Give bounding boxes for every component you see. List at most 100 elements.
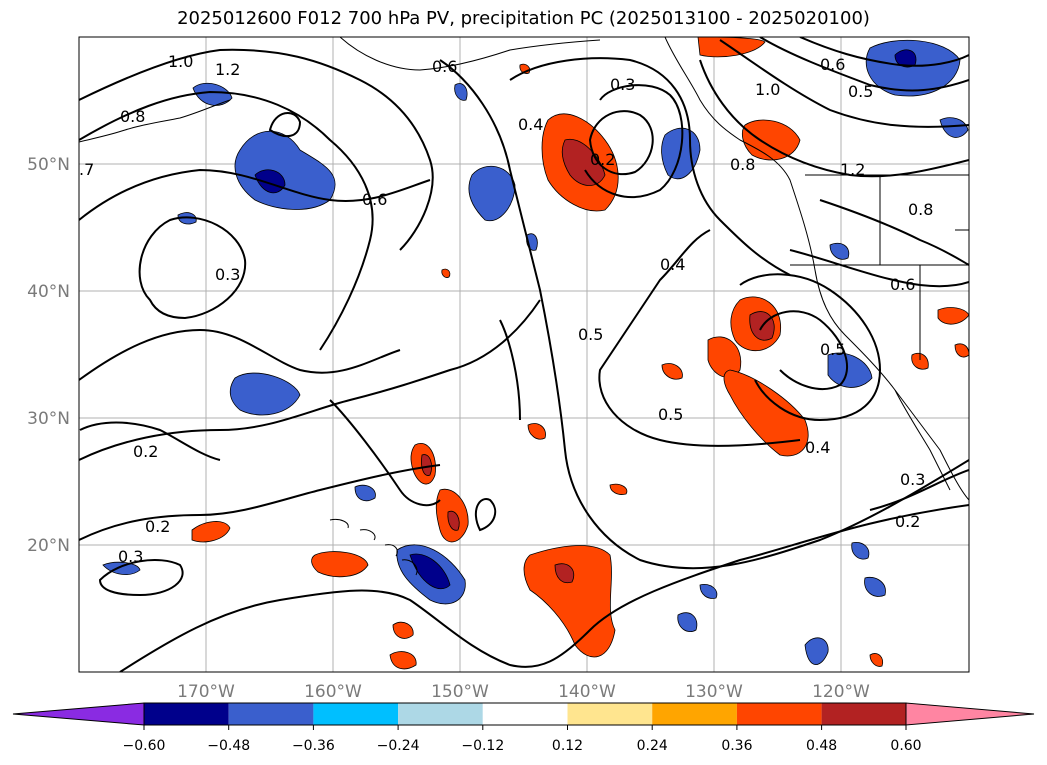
pv-contour [759,37,969,92]
lat-tick-label: 20°N [27,536,70,556]
colorbar: −0.60 −0.48 −0.36 −0.24 −0.12 0.12 0.24 … [12,702,1035,754]
contour-label: 0.2 [590,150,615,169]
precip-blob [699,583,718,599]
precip-blob [311,551,369,578]
pv-contour [588,110,654,176]
contour-label: 1.0 [168,52,193,71]
pv-contour [739,273,882,422]
precip-blob [661,363,683,380]
pv-contour [79,328,401,381]
contour-label: 0.2 [895,512,920,531]
coastline-baja [894,389,951,491]
colorbar-tick-label: −0.48 [207,738,250,754]
pv-contour [819,199,969,266]
colorbar-segment [736,703,822,725]
contour-label: 0.2 [145,517,170,536]
colorbar-segment [652,703,737,725]
pv-contour [138,216,247,320]
colorbar-extend-max [905,702,1035,726]
pv-contour [869,469,969,511]
state-borders [790,175,969,360]
contour-label: 0.4 [660,255,685,274]
precip-blob [409,553,451,590]
contour-label: 0.5 [848,82,873,101]
pv-contour [98,559,184,597]
precip-blob [939,117,969,138]
coastline-alaska [339,37,601,71]
colorbar-tick-label: 0.60 [890,738,921,754]
precip-blob [723,369,809,457]
map-frame [78,36,970,673]
contour-label: 0.5 [658,405,683,424]
colorbar-tick-label: 0.24 [637,738,668,754]
contour-label: 0.4 [518,115,543,134]
precip-blob [421,454,432,476]
pv-contour [719,39,969,128]
pv-contour [268,112,302,138]
colorbar-tick-label: 0.12 [552,738,583,754]
lon-tick-label: 120°W [812,682,870,702]
contour-label: 0.5 [820,340,845,359]
contour-label: 0.3 [610,75,635,94]
pv-contour [499,319,521,421]
contour-label: .7 [79,160,94,179]
contour-label: 0.8 [120,107,145,126]
precip-blob [389,651,417,670]
colorbar-segment [144,703,229,725]
pv-contour [79,90,374,351]
contour-label: 0.6 [820,55,845,74]
pv-contours [79,37,969,672]
contour-label: 0.2 [133,442,158,461]
pv-contour [584,84,684,199]
precip-blob [804,637,829,666]
lon-tick-label: 170°W [177,682,235,702]
precip-positive-areas [191,37,969,670]
lat-tick-labels: 50°N 40°N 30°N 20°N [27,155,70,556]
precip-blob [609,483,628,495]
precip-blob [561,138,606,186]
colorbar-segment [313,703,399,725]
precip-blob [447,510,460,531]
colorbar-segment [821,703,906,725]
contour-label: 0.8 [908,200,933,219]
pv-contour [119,504,969,672]
contour-label: 1.2 [215,60,240,79]
pv-contour [789,249,969,288]
pv-contour [598,229,801,447]
precip-blob [911,352,929,370]
contour-label: 0.3 [118,547,143,566]
contour-label: 0.6 [890,275,915,294]
colorbar-segment [482,703,568,725]
pv-contour [79,299,541,461]
contour-label: 0.5 [578,325,603,344]
lon-tick-labels: 170°W 160°W 150°W 140°W 130°W 120°W [177,682,870,702]
pv-contour [79,168,431,221]
pv-contour [79,421,221,461]
precip-blob [191,521,231,543]
precip-blob [851,541,870,560]
pv-contour [439,59,969,570]
precip-blob [677,612,698,632]
colorbar-frame [143,702,907,726]
precip-blob [229,372,301,416]
contour-label: 0.3 [215,265,240,284]
precip-blob [354,484,376,502]
contour-label: 1.2 [840,160,865,179]
contour-label: 0.6 [432,57,457,76]
precip-blob [554,563,575,584]
precip-blob [865,39,961,97]
precip-blob [192,82,233,106]
colorbar-segment [228,703,314,725]
lon-tick-label: 150°W [431,682,489,702]
coastline-north-america [664,37,969,501]
lat-tick-label: 40°N [27,282,70,302]
contour-label: 0.8 [730,155,755,174]
precip-blob [254,169,286,194]
coastlines [79,37,969,576]
precip-blob [829,242,850,260]
precip-blob [392,621,414,639]
lat-tick-label: 50°N [27,155,70,175]
precip-blob [707,336,742,378]
lon-tick-label: 130°W [685,682,743,702]
